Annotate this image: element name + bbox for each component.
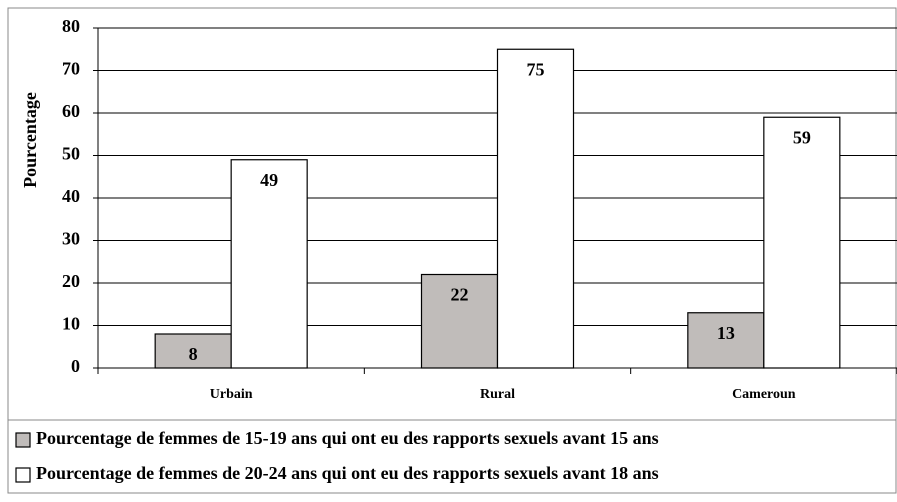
- value-label: 22: [451, 285, 469, 305]
- x-tick-label: Cameroun: [732, 387, 796, 402]
- y-tick-label: 60: [62, 101, 80, 121]
- y-tick-label: 0: [71, 356, 80, 376]
- value-label: 49: [260, 170, 278, 190]
- y-tick-label: 20: [62, 271, 80, 291]
- y-tick-label: 70: [62, 59, 80, 79]
- y-tick-label: 40: [62, 186, 80, 206]
- frame: [7, 7, 897, 494]
- bar: [230, 159, 308, 369]
- value-label: 59: [793, 127, 811, 147]
- value-label: 75: [527, 59, 545, 79]
- value-label: 8: [189, 344, 198, 364]
- y-axis-label: Pourcentage: [20, 92, 40, 188]
- legend-swatch: [15, 432, 31, 448]
- value-label: 13: [717, 323, 735, 343]
- legend-swatch: [15, 467, 31, 483]
- legend-label: Pourcentage de femmes de 15-19 ans qui o…: [36, 428, 659, 448]
- y-tick-label: 10: [62, 314, 80, 334]
- bar: [420, 273, 499, 369]
- x-tick-label: Urbain: [210, 387, 253, 402]
- bar: [496, 48, 575, 369]
- y-tick-label: 30: [62, 229, 80, 249]
- bar: [763, 116, 841, 369]
- x-tick-label: Rural: [480, 387, 515, 402]
- bar: [154, 333, 232, 369]
- y-tick-label: 50: [62, 144, 80, 164]
- y-tick-label: 80: [62, 16, 80, 36]
- legend-label: Pourcentage de femmes de 20-24 ans qui o…: [36, 463, 659, 483]
